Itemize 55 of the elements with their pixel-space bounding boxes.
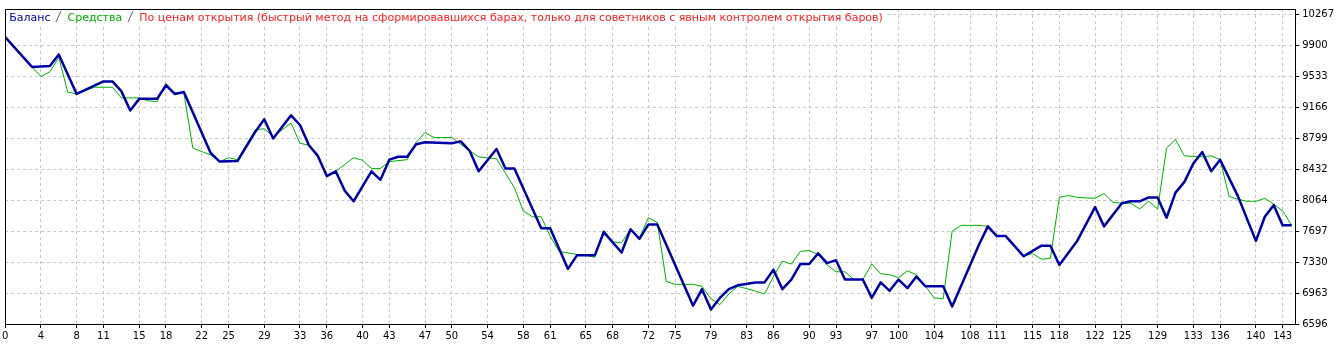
x-tick-label: 111 xyxy=(987,329,1007,341)
x-tick-label: 33 xyxy=(293,329,307,341)
x-tick-label: 118 xyxy=(1049,329,1069,341)
y-tick-label: 8799 xyxy=(1302,132,1328,144)
x-tick-label: 115 xyxy=(1022,329,1043,341)
y-tick-label: 9533 xyxy=(1302,70,1328,82)
y-tick-label: 7330 xyxy=(1302,255,1328,267)
x-tick-label: 100 xyxy=(888,329,909,341)
x-tick-label: 22 xyxy=(195,329,209,341)
x-tick-label: 129 xyxy=(1148,329,1168,341)
x-tick-label: 93 xyxy=(829,329,843,341)
y-tick-label: 9166 xyxy=(1302,101,1328,113)
x-tick-label: 8 xyxy=(73,329,80,341)
x-tick-label: 143 xyxy=(1273,329,1293,341)
series-label: Баланс xyxy=(9,11,51,24)
x-tick-label: 140 xyxy=(1246,329,1266,341)
x-tick-label: 25 xyxy=(222,329,235,341)
x-tick-label: 15 xyxy=(132,329,146,341)
x-tick-label: 108 xyxy=(960,329,980,341)
x-tick-label: 58 xyxy=(516,329,530,341)
y-tick-label: 6963 xyxy=(1302,286,1328,298)
x-tick-label: 68 xyxy=(606,329,620,341)
x-tick-label: 104 xyxy=(924,329,944,341)
x-tick-label: 75 xyxy=(668,329,682,341)
x-tick-label: 0 xyxy=(1,329,9,341)
x-tick-label: 136 xyxy=(1210,329,1230,341)
x-tick-label: 65 xyxy=(579,329,593,341)
y-tick-label: 9900 xyxy=(1302,39,1328,51)
x-tick-label: 29 xyxy=(257,329,271,341)
x-tick-label: 79 xyxy=(704,329,718,341)
x-tick-label: 83 xyxy=(740,329,754,341)
x-tick-label: 61 xyxy=(543,329,557,341)
x-tick-label: 11 xyxy=(97,329,110,341)
x-tick-label: 4 xyxy=(37,329,45,341)
text: Средства xyxy=(67,11,123,24)
x-tick-label: 125 xyxy=(1112,329,1132,341)
x-tick-label: 40 xyxy=(356,329,369,341)
x-tick-label: 122 xyxy=(1085,329,1105,341)
y-tick-label: 8064 xyxy=(1302,193,1328,205)
x-tick-label: 72 xyxy=(642,329,655,341)
x-tick-label: 133 xyxy=(1183,329,1203,341)
x-tick-label: 86 xyxy=(767,329,780,341)
y-tick-label: 6596 xyxy=(1302,317,1328,329)
x-tick-label: 36 xyxy=(320,329,334,341)
x-tick-label: 43 xyxy=(382,329,396,341)
x-tick-label: 90 xyxy=(802,329,816,341)
x-tick-label: 50 xyxy=(445,329,459,341)
chart-subtitle: По ценам открытия (быстрый метод на сформировавшихся барах, только для советников с явным контролем открытия баров) xyxy=(139,11,883,24)
y-tick-label: 8432 xyxy=(1302,162,1328,174)
y-tick-label: 10267 xyxy=(1302,8,1334,20)
x-tick-label: 47 xyxy=(418,329,432,341)
x-tick-label: 18 xyxy=(159,329,173,341)
x-tick-label: 97 xyxy=(865,329,879,341)
x-tick-label: 54 xyxy=(481,329,494,341)
y-tick-label: 7697 xyxy=(1302,224,1328,236)
